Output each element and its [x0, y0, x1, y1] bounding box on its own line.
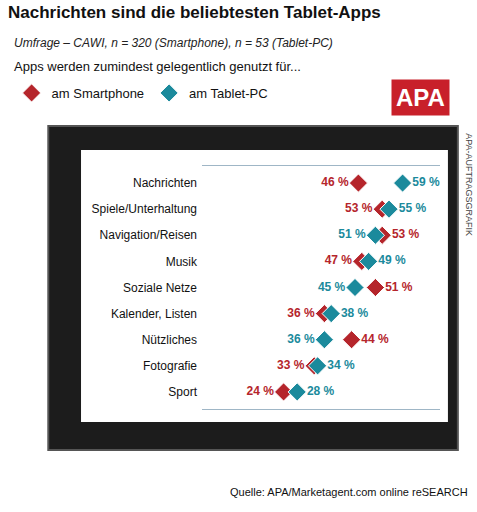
- svg-text:24 %: 24 %: [246, 384, 274, 398]
- svg-text:55 %: 55 %: [399, 201, 427, 215]
- svg-text:APA-AUFTRAGSGRAFIK: APA-AUFTRAGSGRAFIK: [464, 133, 474, 236]
- svg-text:33 %: 33 %: [277, 358, 305, 372]
- svg-text:Nachrichten sind die beliebtes: Nachrichten sind die beliebtesten Tablet…: [8, 3, 381, 22]
- svg-text:45 %: 45 %: [318, 280, 346, 294]
- svg-text:Sport: Sport: [168, 385, 197, 399]
- svg-text:Musik: Musik: [166, 255, 198, 269]
- svg-text:49 %: 49 %: [378, 253, 406, 267]
- svg-text:53 %: 53 %: [392, 227, 420, 241]
- svg-text:am Smartphone: am Smartphone: [52, 86, 145, 101]
- svg-text:51 %: 51 %: [385, 280, 413, 294]
- svg-text:am Tablet-PC: am Tablet-PC: [189, 86, 268, 101]
- svg-text:36 %: 36 %: [287, 306, 315, 320]
- svg-text:Nützliches: Nützliches: [142, 333, 197, 347]
- svg-text:53 %: 53 %: [345, 201, 373, 215]
- svg-text:Navigation/Reisen: Navigation/Reisen: [100, 228, 197, 242]
- svg-text:34 %: 34 %: [327, 358, 355, 372]
- svg-text:Spiele/Unterhaltung: Spiele/Unterhaltung: [92, 202, 197, 216]
- svg-text:59 %: 59 %: [412, 175, 440, 189]
- svg-text:APA: APA: [396, 84, 445, 111]
- svg-text:Umfrage – CAWI, n = 320 (Smart: Umfrage – CAWI, n = 320 (Smartphone), n …: [14, 36, 333, 50]
- svg-text:47 %: 47 %: [325, 253, 353, 267]
- svg-text:Nachrichten: Nachrichten: [133, 176, 197, 190]
- svg-text:51 %: 51 %: [338, 227, 366, 241]
- svg-text:Quelle: APA/Marketagent.com on: Quelle: APA/Marketagent.com online reSEA…: [230, 486, 468, 498]
- svg-text:Fotografie: Fotografie: [143, 359, 197, 373]
- svg-text:28 %: 28 %: [307, 384, 335, 398]
- svg-text:36 %: 36 %: [287, 332, 315, 346]
- svg-text:Soziale Netze: Soziale Netze: [123, 281, 197, 295]
- svg-text:44 %: 44 %: [361, 332, 389, 346]
- svg-text:46 %: 46 %: [321, 175, 349, 189]
- svg-text:Kalender, Listen: Kalender, Listen: [111, 307, 197, 321]
- svg-text:38 %: 38 %: [341, 306, 369, 320]
- svg-text:Apps werden zumindest gelegent: Apps werden zumindest gelegentlich genut…: [14, 59, 301, 74]
